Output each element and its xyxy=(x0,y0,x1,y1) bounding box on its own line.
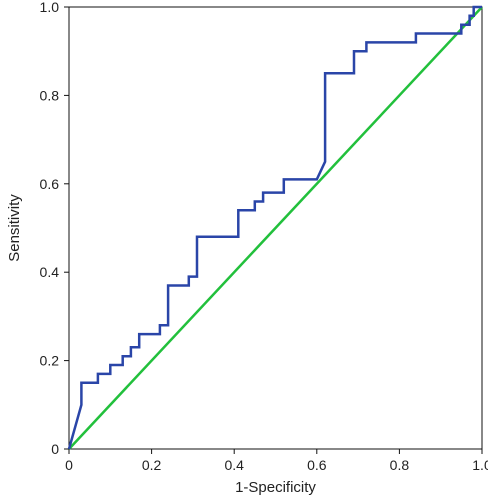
y-tick-label: 0.8 xyxy=(40,87,60,103)
y-tick-label: 0.2 xyxy=(40,353,60,369)
x-tick-label: 0 xyxy=(65,457,73,473)
y-tick-label: 0.4 xyxy=(40,264,60,280)
x-axis: 0 0.2 0.4 0.6 0.8 1.0 xyxy=(65,449,488,473)
reference-diagonal-line xyxy=(68,6,483,450)
x-axis-title: 1-Specificity xyxy=(235,479,316,496)
roc-curve-line xyxy=(67,5,482,450)
x-tick-label: 0.4 xyxy=(224,457,244,473)
y-tick-label: 0 xyxy=(51,441,59,457)
series-layer xyxy=(67,5,483,450)
x-tick-label: 0.8 xyxy=(390,457,410,473)
y-axis-title: Sensitivity xyxy=(6,194,23,262)
x-tick-label: 0.2 xyxy=(142,457,162,473)
y-axis: 0 0.2 0.4 0.6 0.8 1.0 xyxy=(40,0,69,457)
y-tick-label: 1.0 xyxy=(40,0,60,15)
y-tick-label: 0.6 xyxy=(40,176,60,192)
x-tick-label: 0.6 xyxy=(307,457,327,473)
x-tick-label: 1.0 xyxy=(472,457,488,473)
